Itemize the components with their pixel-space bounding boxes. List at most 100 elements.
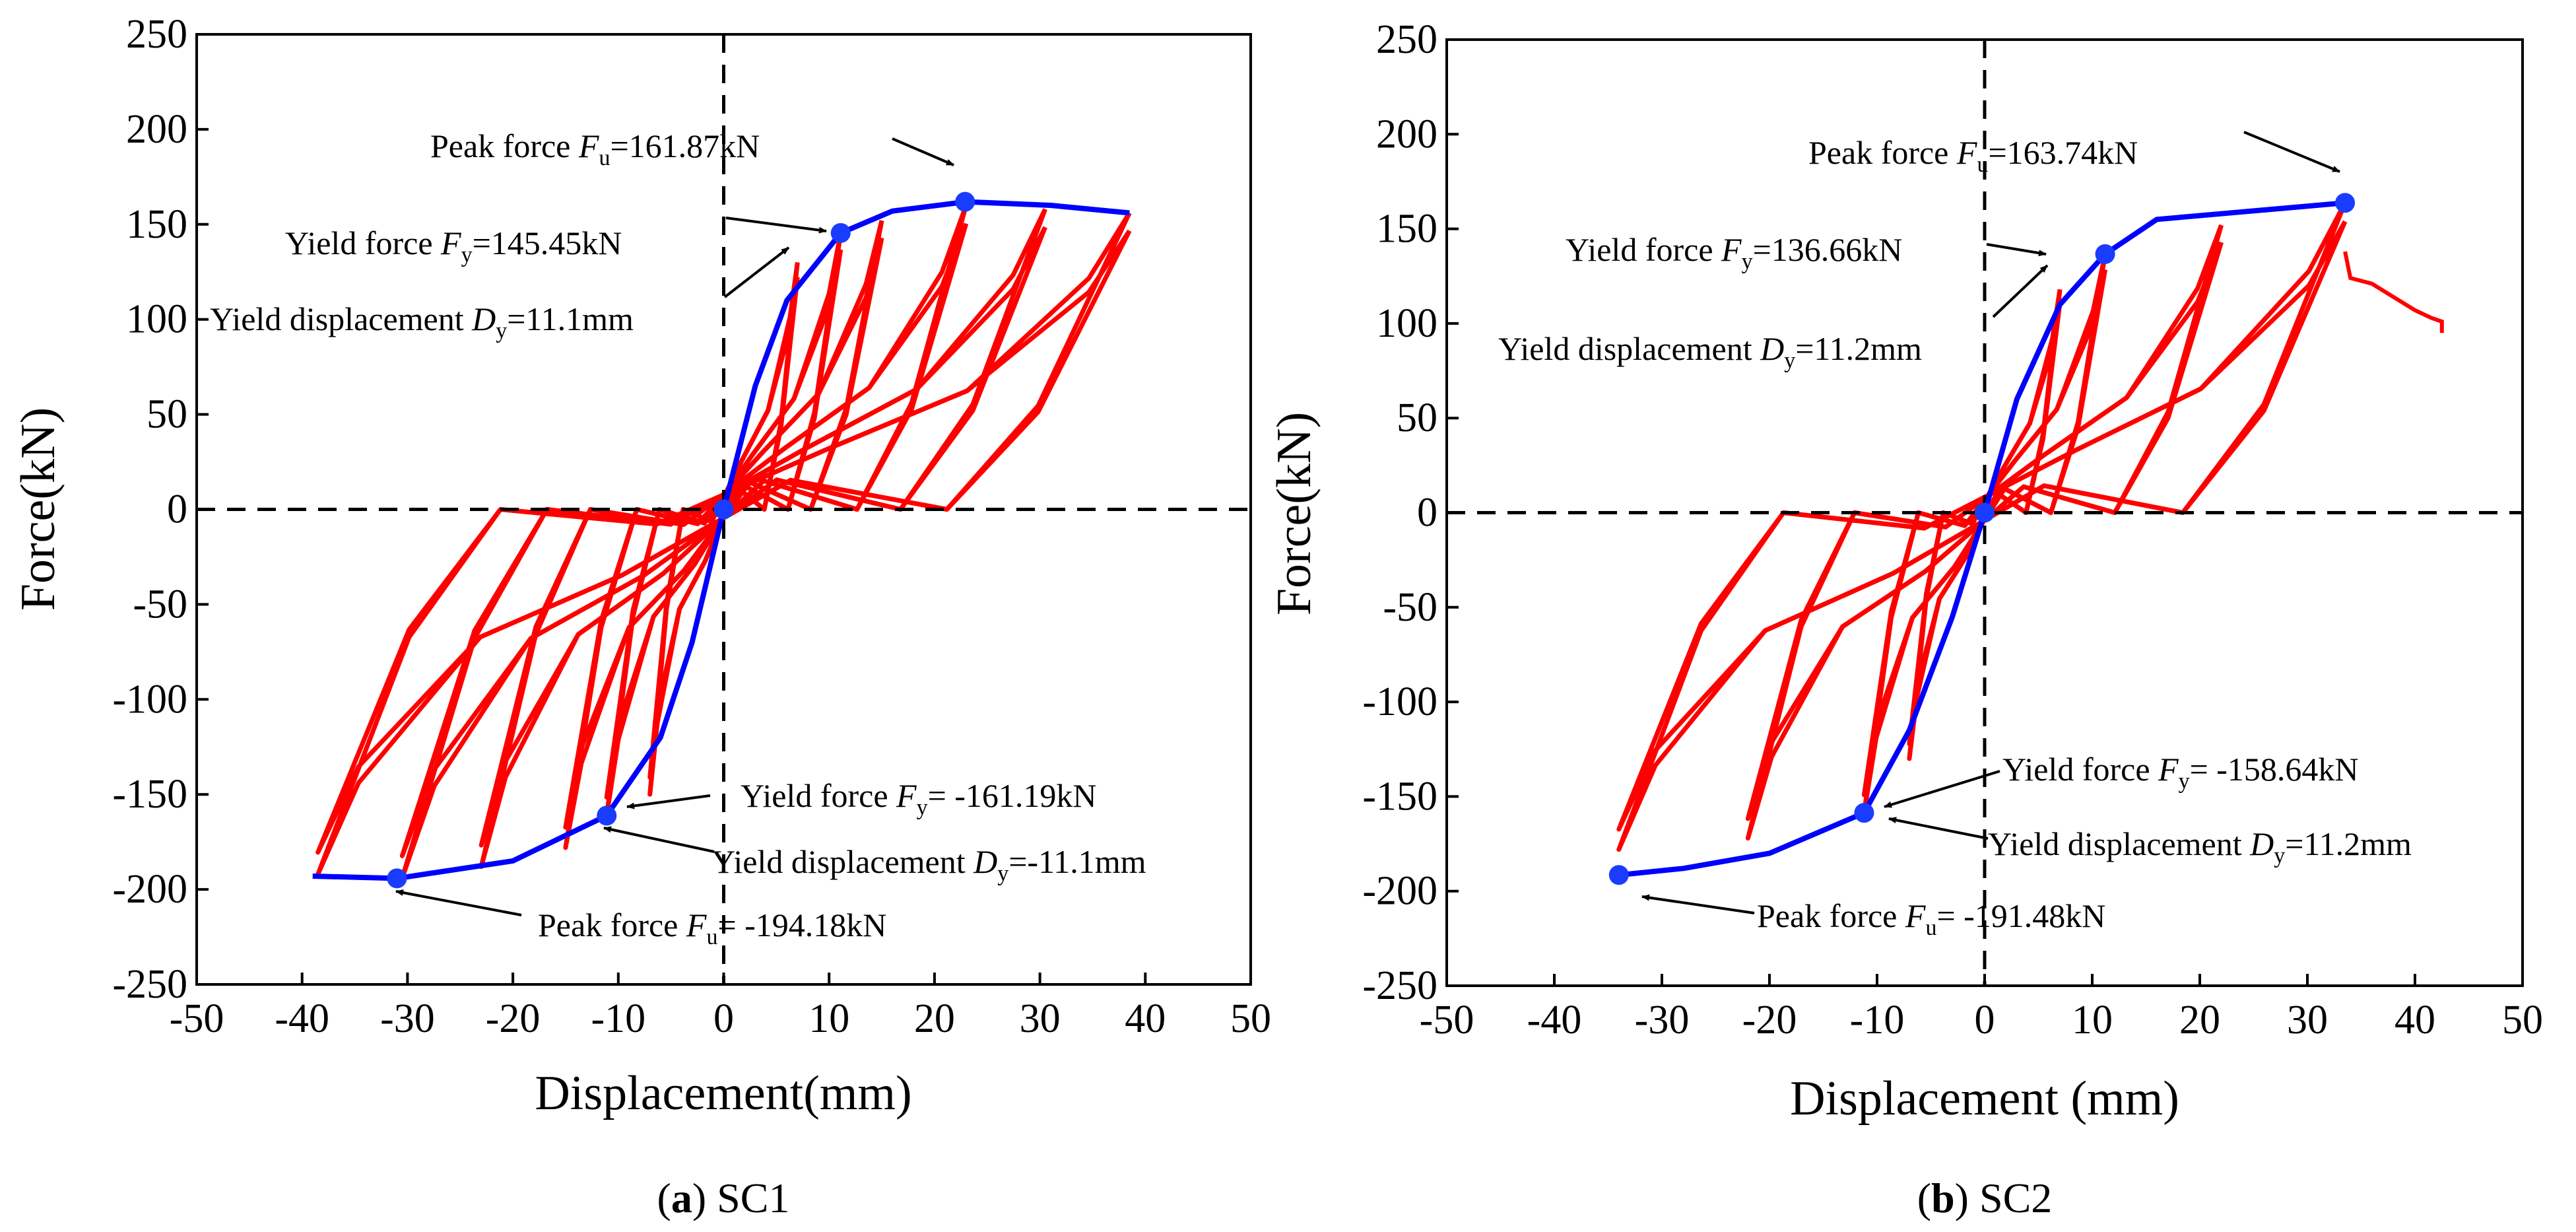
characteristic-point-1 [2335,193,2356,213]
y-tick-label: 200 [126,107,187,152]
y-tick-label: 250 [126,12,187,57]
softening-tail [2343,251,2444,333]
y-axis-ticks: 250 200 150 100 50 0 -50 -100 -150 -200 -250 [112,12,209,1007]
hysteresis-loop-5-2 [399,226,1047,858]
y-tick-label: -100 [112,677,187,722]
svg-text:Yield displacement Dy=-11.1mm: Yield displacement Dy=-11.1mm [711,843,1146,886]
y-tick-label: -50 [133,582,187,627]
svg-text:Peak force Fu=163.74kN: Peak force Fu=163.74kN [1808,134,2138,177]
characteristic-point-3 [713,499,734,520]
annotation-yield-displacement-neg: Yield displacement Dy=-11.1mm [603,826,1146,886]
y-tick-label: -250 [1362,963,1437,1008]
svg-text:Yield force Fy=136.66kN: Yield force Fy=136.66kN [1566,231,1902,274]
y-tick-label: 100 [1376,301,1437,346]
skeleton-line [312,199,1130,881]
y-tick-label: 0 [167,487,187,532]
x-tick-label: 20 [914,996,955,1041]
characteristic-point-4 [597,805,617,826]
characteristic-point-5 [1608,865,1629,885]
x-tick-label: -10 [591,996,645,1041]
hysteresis-loop-6-2 [315,229,1132,855]
panel-sc1: -50 -40 -30 -20 -10 0 10 20 30 40 50 2502001501005… [11,12,1271,1221]
x-tick-label: -40 [1527,998,1582,1043]
caption-sc2: (b) SC2 [1917,1175,2053,1221]
characteristic-point-2 [830,222,851,243]
y-tick-label: 50 [147,392,187,437]
annotation-yield-force-pos: Yield force Fy=145.45kN [285,217,827,267]
characteristic-point-2 [2095,244,2115,264]
characteristic-point-3 [1975,502,1995,523]
hysteresis-loop-1-2 [1907,302,2063,747]
x-tick-label: -50 [1420,998,1474,1043]
y-tick-label: 250 [1376,17,1437,62]
characteristic-point-4 [1854,803,1874,823]
x-tick-label: -50 [170,996,224,1041]
x-tick-label: 40 [2394,998,2435,1043]
y-tick-label: 150 [1376,207,1437,252]
y-tick-label: 0 [1417,491,1437,535]
caption-sc1: (a) SC1 [657,1175,790,1221]
x-tick-label: 0 [1975,998,1995,1043]
annotation-yield-displacement-pos: Yield displacement Dy=11.1mm [210,246,790,343]
annotation-peak-force-pos: Peak force Fu=161.87kN [430,127,954,170]
y-tick-label: -150 [1362,774,1437,819]
y-tick-label: -100 [1362,679,1437,724]
y-tick-label: -200 [112,867,187,912]
hysteresis-loop-4-2 [479,222,969,848]
annotation-peak-force-pos: Peak force Fu=163.74kN [1808,131,2340,177]
skeleton-line [1618,200,2346,878]
hysteresis-loop-2-2 [604,249,843,800]
y-tick-label: -50 [1383,585,1437,630]
x-axis-title: Displacement(mm) [535,1066,911,1120]
annotation-yield-displacement-neg: Yield displacement Dy=11.2mm [1888,817,2412,868]
x-tick-label: -20 [486,996,541,1041]
x-tick-label: 50 [1230,996,1271,1041]
y-tick-label: -250 [112,962,187,1007]
x-axis-ticks: -50 -40 -30 -20 -10 0 10 20 30 40 50 [1420,974,2543,1043]
x-axis-ticks: -50 -40 -30 -20 -10 0 10 20 30 40 50 [170,973,1271,1041]
skeleton-curve [1618,200,2346,878]
svg-text:Yield displacement Dy=11.2mm: Yield displacement Dy=11.2mm [1988,825,2412,868]
y-tick-label: 150 [126,202,187,247]
x-tick-label: -30 [380,996,435,1041]
x-tick-label: -40 [275,996,329,1041]
x-tick-label: -20 [1742,998,1797,1043]
svg-text:Yield force Fy= -161.19kN: Yield force Fy= -161.19kN [741,777,1097,820]
characteristic-point-5 [387,868,407,889]
characteristic-points [1608,193,2356,885]
svg-text:Peak force Fu= -191.48kN: Peak force Fu= -191.48kN [1757,897,2105,940]
svg-text:Peak force Fu= -194.18kN: Peak force Fu= -194.18kN [538,907,886,949]
y-axis-title: Force(kN) [11,407,65,611]
svg-text:Yield force Fy=145.45kN: Yield force Fy=145.45kN [285,224,622,267]
x-tick-label: 10 [2072,998,2113,1043]
annotation-peak-force-neg: Peak force Fu= -191.48kN [1641,894,2105,940]
x-tick-label: 30 [1020,996,1061,1041]
annotation-yield-force-pos: Yield force Fy=136.66kN [1566,231,2047,274]
x-tick-label: -30 [1635,998,1690,1043]
svg-text:Yield displacement Dy=11.1mm: Yield displacement Dy=11.1mm [210,300,634,343]
panel-sc2: -50 -40 -30 -20 -10 0 10 20 30 40 50 2502001501005… [1267,17,2543,1221]
annotation-yield-force-neg: Yield force Fy= -158.64kN [1884,751,2359,808]
y-tick-label: -150 [112,772,187,817]
x-tick-label: -10 [1850,998,1905,1043]
annotation-yield-displacement-pos: Yield displacement Dy=11.2mm [1498,264,2049,373]
y-axis-ticks: 250 200 150 100 50 0 -50 -100 -150 -200 -250 [1362,17,1459,1008]
hysteresis-loop-2-2 [1861,269,2108,798]
characteristic-points [387,191,975,889]
svg-text:Yield force Fy= -158.64kN: Yield force Fy= -158.64kN [2002,751,2359,794]
y-tick-label: -200 [1362,869,1437,914]
x-tick-label: 50 [2502,998,2543,1043]
hysteresis-loop-4-2 [1616,220,2348,832]
hysteresis-loops [1616,201,2444,852]
x-tick-label: 10 [809,996,849,1041]
x-tick-label: 20 [2179,998,2220,1043]
skeleton-curve [312,199,1130,881]
y-axis-title: Force(kN) [1267,412,1321,615]
hysteresis-loop-3-2 [1745,241,2224,821]
x-tick-label: 0 [713,996,734,1041]
annotation-peak-force-neg: Peak force Fu= -194.18kN [395,889,886,949]
y-tick-label: 100 [126,297,187,342]
y-tick-label: 200 [1376,112,1437,156]
characteristic-point-1 [955,191,975,212]
